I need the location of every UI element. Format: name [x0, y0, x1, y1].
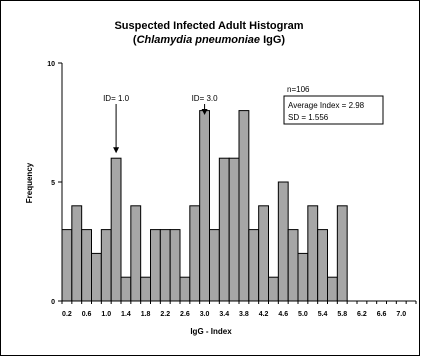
histogram-bar: [169, 229, 181, 302]
stats-average: Average Index = 2.98: [288, 101, 365, 110]
x-tick-label: 4.2: [259, 311, 269, 318]
histogram-bar: [81, 229, 92, 302]
x-tick-label: 4.6: [278, 311, 288, 318]
histogram-bar: [238, 110, 250, 302]
histogram-bar: [307, 205, 319, 302]
annotation-label: ID= 1.0: [103, 94, 130, 103]
plot-area: 0 5 10 0.2 0.6 1.0 1.4 1.8 2.2 2.6 3.0 3.4 3.8 4.2 4.6…: [47, 61, 417, 318]
y-tick-label: 0: [51, 299, 55, 306]
y-axis-label: Frequency: [25, 162, 34, 203]
histogram-bar: [150, 229, 161, 302]
histogram-bar: [336, 205, 348, 302]
histogram-bar: [71, 205, 83, 302]
x-tick-label: 6.2: [357, 311, 367, 318]
sample-size-label: n=106: [287, 85, 310, 94]
histogram-bar: [327, 276, 338, 302]
histogram-bar: [209, 229, 220, 302]
histogram-bar: [159, 229, 171, 302]
x-tick-label: 7.0: [396, 311, 406, 318]
histogram-bar: [287, 229, 299, 302]
x-tick-label: 3.4: [219, 311, 229, 318]
x-tick-label: 1.0: [101, 311, 111, 318]
stats-box: [283, 95, 384, 125]
histogram-bar: [199, 110, 211, 302]
histogram-bar: [317, 229, 328, 302]
histogram-bar: [297, 252, 309, 302]
chart-subtitle-rest: IgG): [260, 34, 285, 46]
stats-sd: SD = 1.556: [288, 113, 329, 122]
x-tick-label: 6.6: [377, 311, 387, 318]
x-tick-label: 5.4: [318, 311, 328, 318]
annotation-label: ID= 3.0: [192, 94, 219, 103]
histogram-bar: [100, 229, 112, 302]
histogram-bar: [218, 157, 230, 302]
histogram-bar: [61, 229, 73, 302]
histogram-bar: [130, 205, 142, 302]
histogram-bar: [91, 252, 102, 302]
x-tick-label: 2.2: [160, 311, 170, 318]
histogram-bar: [110, 157, 122, 302]
histogram-bar: [140, 276, 152, 302]
chart-title: Suspected Infected Adult Histogram: [114, 20, 303, 32]
histogram-bar: [248, 229, 260, 302]
histogram-bar: [228, 157, 240, 302]
histogram-bar: [179, 276, 191, 302]
histogram-bar: [268, 276, 279, 302]
x-tick-label: 1.8: [141, 311, 151, 318]
chart-subtitle-open: (: [133, 34, 137, 46]
histogram-bar: [189, 205, 201, 302]
x-tick-label: 2.6: [180, 311, 190, 318]
x-tick-label: 5.0: [298, 311, 308, 318]
x-tick-label: 5.8: [337, 311, 347, 318]
annotation-arrow-head: [113, 147, 120, 154]
annotation-arrow-head: [201, 109, 208, 115]
y-tick-label: 10: [47, 61, 55, 68]
x-tick-label: 3.8: [239, 311, 249, 318]
y-tick-label: 5: [51, 180, 55, 187]
histogram-bar: [258, 205, 269, 302]
x-axis-label: IgG - Index: [190, 327, 232, 336]
x-tick-label: 3.0: [200, 311, 210, 318]
x-tick-label: 0.6: [82, 311, 92, 318]
chart-subtitle-organism: Chlamydia pneumoniae: [137, 34, 260, 46]
chart-subtitle: (Chlamydia pneumoniae IgG): [133, 34, 286, 46]
histogram-bar: [120, 276, 132, 302]
x-tick-label: 0.2: [62, 311, 72, 318]
histogram-bar: [277, 181, 289, 302]
x-tick-label: 1.4: [121, 311, 131, 318]
